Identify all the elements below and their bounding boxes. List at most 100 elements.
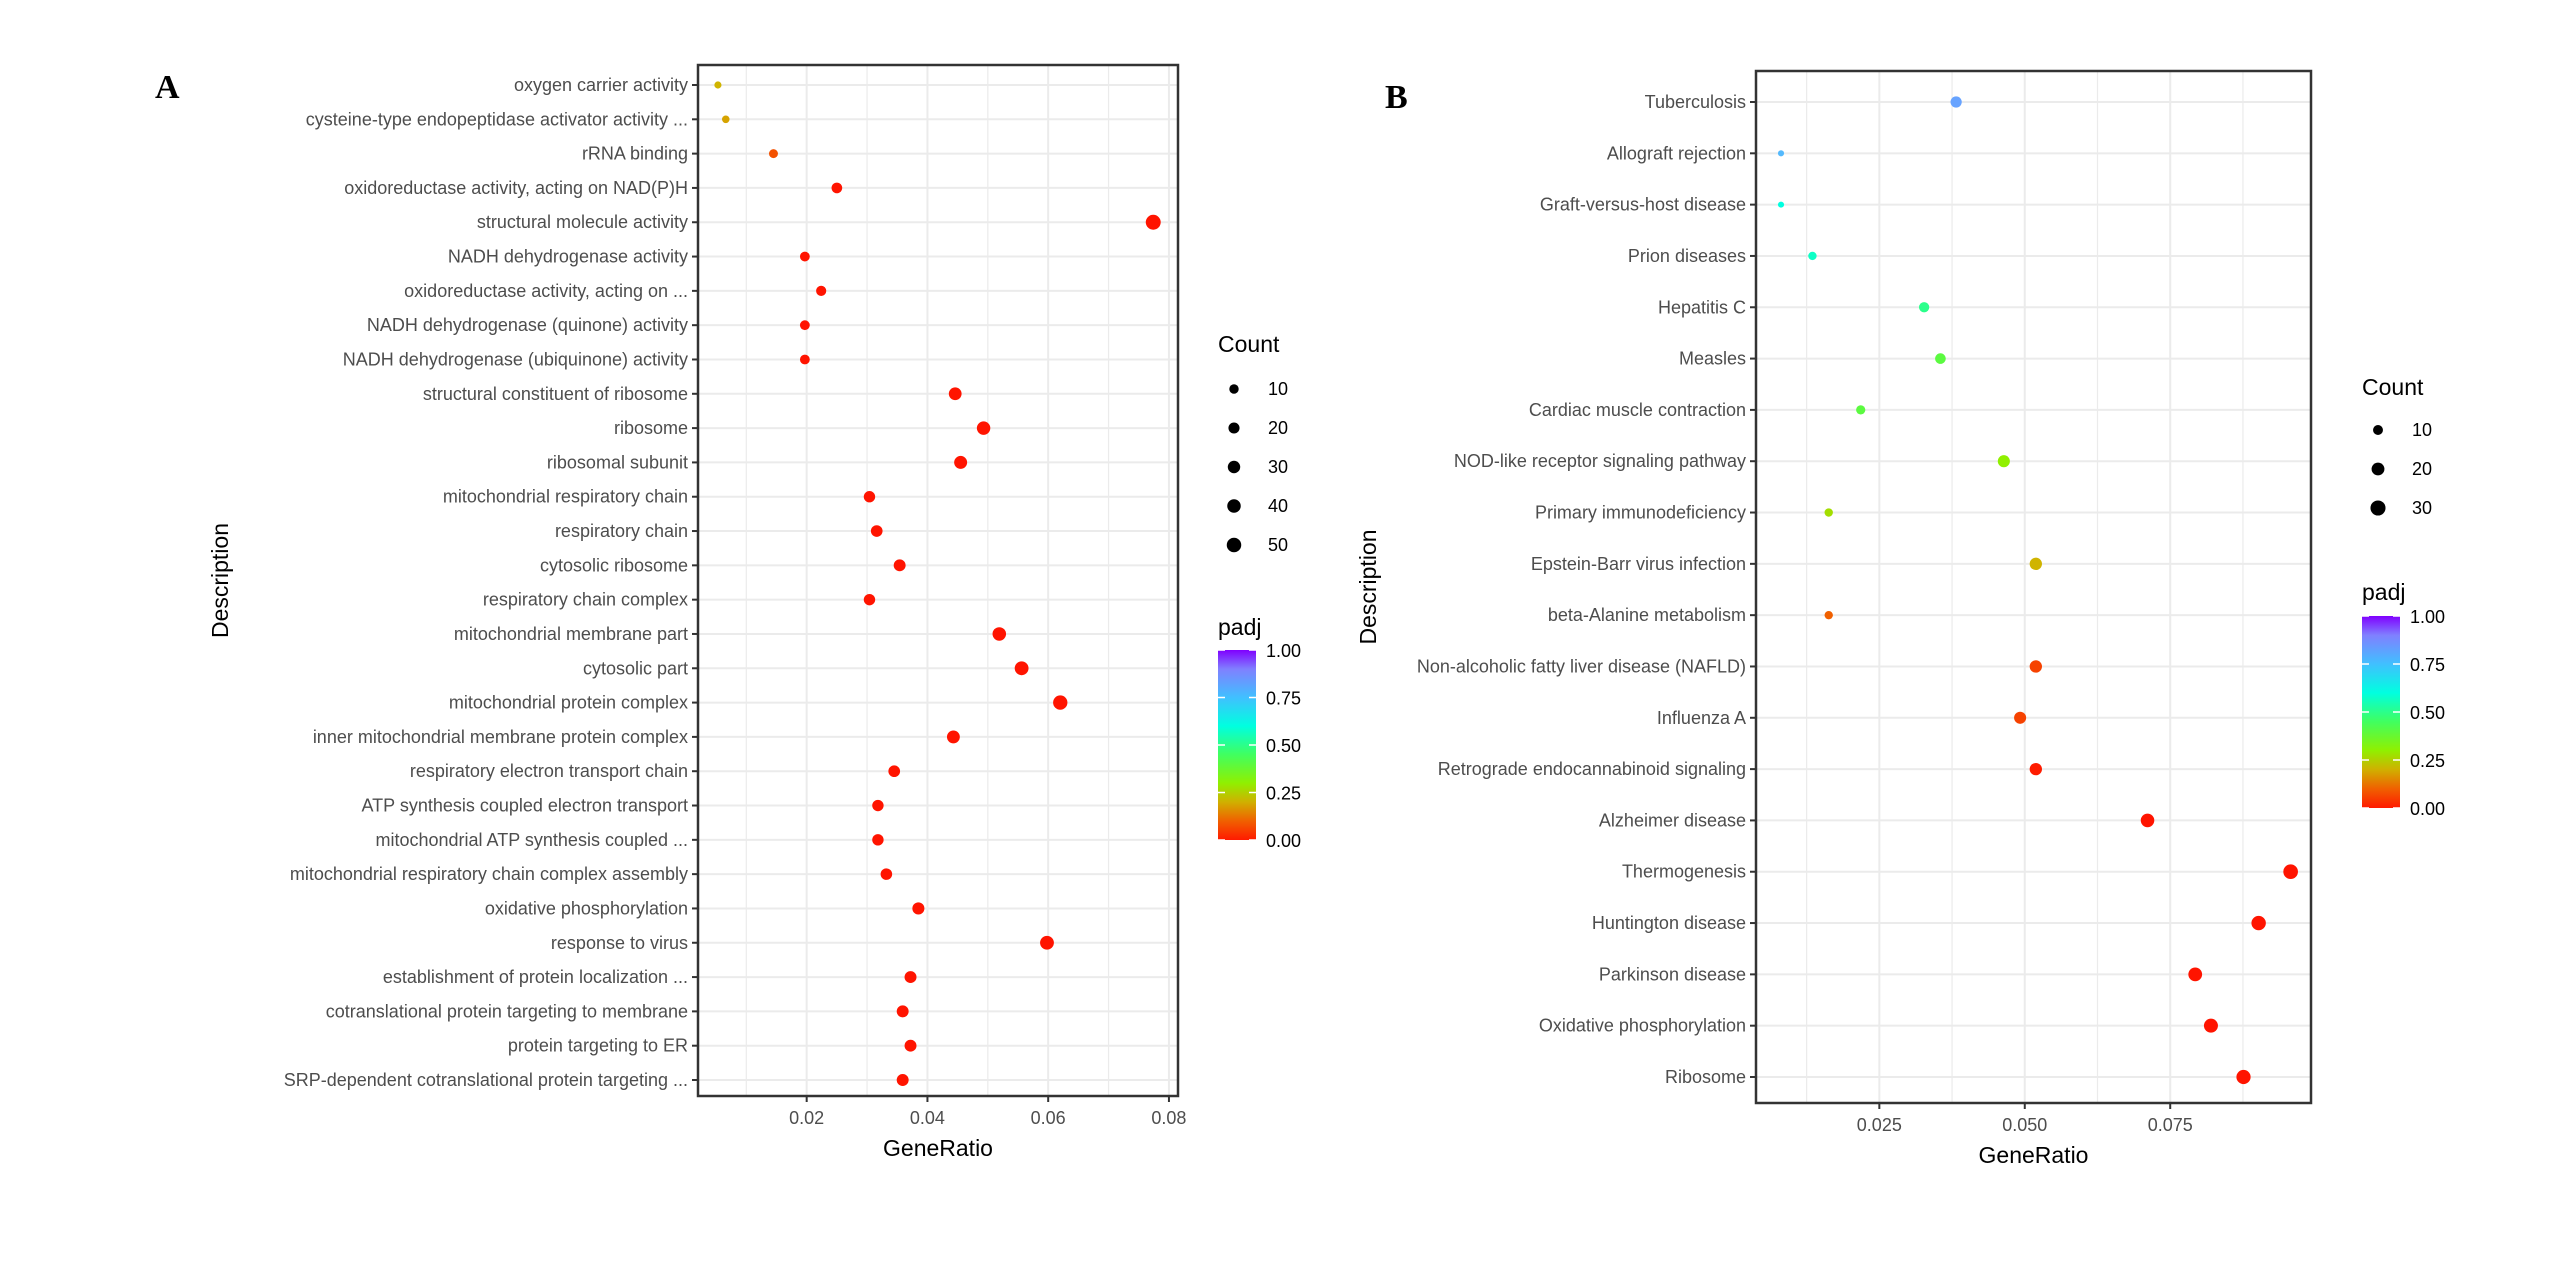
y-tick-label: cotranslational protein targeting to mem…: [326, 1001, 688, 1021]
y-tick-label: respiratory electron transport chain: [410, 761, 688, 781]
y-tick-label: cytosolic ribosome: [540, 555, 688, 575]
data-point: [1040, 935, 1054, 950]
color-legend-title: padj: [2362, 579, 2405, 605]
x-tick-label: 0.02: [789, 1108, 824, 1128]
data-point: [904, 971, 917, 984]
data-point: [799, 354, 810, 365]
y-tick-label: mitochondrial respiratory chain complex …: [290, 864, 688, 884]
data-point: [872, 799, 884, 812]
data-point: [2236, 1069, 2251, 1085]
y-tick-label: rRNA binding: [582, 144, 688, 164]
y-tick-label: cytosolic part: [583, 658, 688, 678]
data-point: [888, 765, 901, 778]
x-tick-label: 0.04: [910, 1108, 945, 1128]
data-point: [2029, 557, 2042, 571]
size-legend-title: Count: [1218, 331, 1280, 357]
x-tick-label: 0.06: [1031, 1108, 1066, 1128]
y-tick-label: response to virus: [551, 933, 688, 953]
data-point: [799, 320, 810, 331]
y-tick-label: Alzheimer disease: [1599, 810, 1746, 830]
y-tick-label: Non-alcoholic fatty liver disease (NAFLD…: [1417, 656, 1746, 676]
size-legend-label: 30: [1268, 457, 1288, 477]
size-legend-key: [1228, 422, 1240, 434]
size-legend-key: [1227, 460, 1241, 474]
y-tick-label: Ribosome: [1665, 1067, 1746, 1087]
data-point: [816, 285, 827, 296]
data-point: [1856, 405, 1866, 415]
colorbar-label: 0.75: [2410, 655, 2445, 675]
y-tick-label: establishment of protein localization ..…: [383, 967, 688, 987]
y-tick-label: Oxidative phosphorylation: [1539, 1016, 1746, 1036]
data-point: [904, 1039, 917, 1052]
data-point: [2014, 711, 2027, 724]
data-point: [721, 115, 730, 124]
y-tick-label: mitochondrial protein complex: [449, 693, 688, 713]
data-point: [768, 149, 778, 159]
y-axis-title: Description: [207, 523, 233, 638]
y-tick-label: NOD-like receptor signaling pathway: [1454, 451, 1746, 471]
plot-area: [1756, 71, 2311, 1103]
y-tick-label: NADH dehydrogenase activity: [448, 247, 688, 267]
y-tick-label: Prion diseases: [1628, 246, 1746, 266]
y-tick-label: Huntington disease: [1592, 913, 1746, 933]
data-point: [954, 455, 968, 469]
x-axis-title: GeneRatio: [1979, 1142, 2089, 1168]
y-tick-label: oxidoreductase activity, acting on NAD(P…: [344, 178, 688, 198]
data-point: [1145, 214, 1161, 230]
data-point: [1824, 610, 1833, 620]
y-tick-label: Tuberculosis: [1645, 92, 1746, 112]
size-legend-key: [1226, 537, 1242, 553]
panel-label: A: [155, 69, 180, 106]
y-tick-label: cysteine-type endopeptidase activator ac…: [306, 109, 688, 129]
y-tick-label: Influenza A: [1657, 708, 1746, 728]
plot-area: [698, 65, 1178, 1096]
size-legend-label: 50: [1268, 535, 1288, 555]
data-point: [2188, 967, 2203, 982]
data-point: [1053, 695, 1068, 710]
y-tick-label: respiratory chain complex: [483, 590, 688, 610]
y-tick-label: mitochondrial membrane part: [454, 624, 688, 644]
y-tick-label: Graft-versus-host disease: [1540, 195, 1746, 215]
y-tick-label: Primary immunodeficiency: [1535, 503, 1746, 523]
data-point: [976, 421, 991, 435]
y-tick-label: structural molecule activity: [477, 212, 688, 232]
panel-label: B: [1385, 79, 1408, 116]
y-tick-label: Cardiac muscle contraction: [1529, 400, 1746, 420]
y-tick-label: ribosome: [614, 418, 688, 438]
size-legend-label: 10: [2412, 420, 2432, 440]
x-tick-label: 0.050: [2002, 1115, 2047, 1135]
data-point: [2029, 660, 2042, 673]
data-point: [863, 491, 876, 503]
data-point: [1824, 508, 1833, 517]
data-point: [2203, 1018, 2218, 1033]
y-tick-label: Measles: [1679, 349, 1746, 369]
colorbar-label: 0.50: [1266, 736, 1301, 756]
y-tick-label: Parkinson disease: [1599, 964, 1746, 984]
y-tick-label: Hepatitis C: [1658, 297, 1746, 317]
colorbar-label: 0.50: [2410, 703, 2445, 723]
colorbar-label: 0.25: [2410, 751, 2445, 771]
data-point: [1777, 150, 1785, 157]
x-tick-label: 0.075: [2148, 1115, 2193, 1135]
y-tick-label: Thermogenesis: [1622, 862, 1746, 882]
data-point: [863, 593, 876, 606]
data-point: [992, 627, 1007, 641]
size-legend-key: [2370, 500, 2386, 516]
size-legend-title: Count: [2362, 374, 2424, 400]
y-tick-label: NADH dehydrogenase (quinone) activity: [367, 315, 688, 335]
y-tick-label: Retrograde endocannabinoid signaling: [1438, 759, 1746, 779]
data-point: [1808, 251, 1817, 261]
color-legend-title: padj: [1218, 614, 1261, 640]
colorbar-label: 1.00: [2410, 607, 2445, 627]
x-axis-title: GeneRatio: [883, 1135, 993, 1161]
colorbar-label: 0.00: [2410, 799, 2445, 819]
y-tick-label: oxidative phosphorylation: [485, 898, 688, 918]
data-point: [714, 81, 722, 89]
colorbar-label: 0.25: [1266, 784, 1301, 804]
y-tick-label: ATP synthesis coupled electron transport: [361, 796, 688, 816]
size-legend-label: 20: [2412, 459, 2432, 479]
data-point: [2251, 915, 2266, 931]
panel-a: oxygen carrier activity cysteine-type end…: [155, 63, 1301, 1161]
data-point: [1777, 201, 1785, 208]
